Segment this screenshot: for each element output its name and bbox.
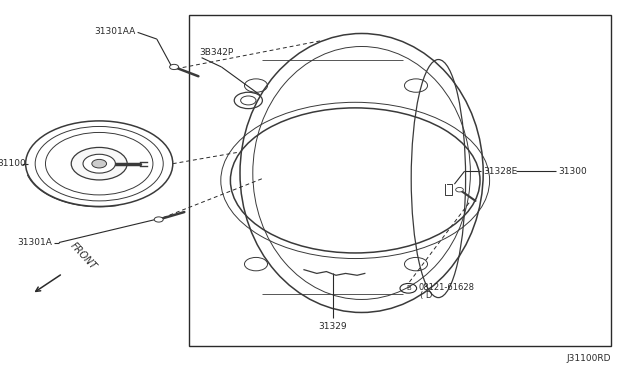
Circle shape bbox=[71, 147, 127, 180]
Circle shape bbox=[92, 159, 106, 168]
Text: FRONT: FRONT bbox=[68, 240, 98, 272]
Circle shape bbox=[83, 154, 115, 173]
Text: B: B bbox=[406, 285, 411, 291]
Text: 3B342P: 3B342P bbox=[200, 48, 234, 57]
Bar bbox=[189, 15, 611, 346]
Text: ( D: ( D bbox=[420, 291, 433, 300]
Text: 31328E: 31328E bbox=[483, 167, 518, 176]
Text: 08121-61628: 08121-61628 bbox=[419, 283, 475, 292]
Text: 31100: 31100 bbox=[0, 159, 26, 168]
Circle shape bbox=[456, 187, 463, 192]
Text: 31301AA: 31301AA bbox=[95, 27, 136, 36]
Circle shape bbox=[154, 217, 163, 222]
Text: J31100RD: J31100RD bbox=[566, 354, 611, 363]
Circle shape bbox=[170, 64, 179, 70]
Text: 31300: 31300 bbox=[558, 167, 587, 176]
Text: 31329: 31329 bbox=[319, 322, 347, 331]
Text: 31301A: 31301A bbox=[18, 238, 52, 247]
